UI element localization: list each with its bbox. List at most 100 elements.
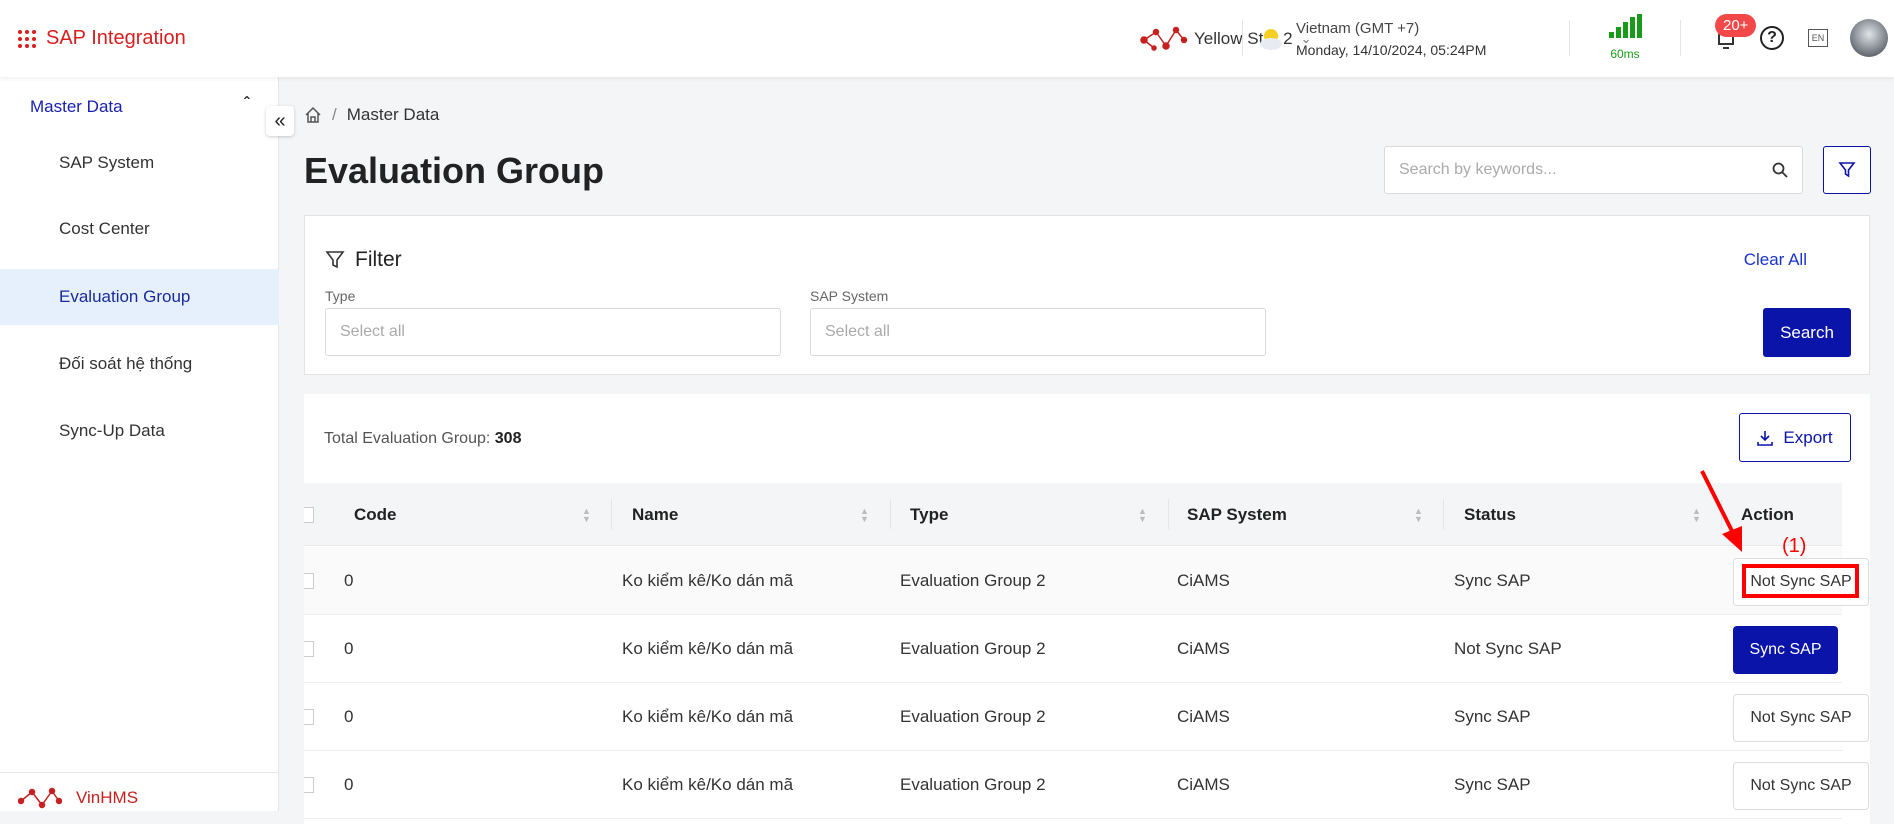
row-checkbox[interactable] <box>304 777 314 793</box>
cell-status: Sync SAP <box>1454 775 1531 794</box>
vinhms-logo-icon <box>18 787 62 809</box>
cell-type: Evaluation Group 2 <box>900 571 1046 590</box>
total-value: 308 <box>494 430 522 447</box>
clear-all-link[interactable]: Clear All <box>1743 250 1807 269</box>
breadcrumb-current[interactable]: Master Data <box>346 105 440 124</box>
filter-toggle-button[interactable] <box>1823 146 1871 194</box>
app-title: SAP Integration <box>46 27 186 49</box>
total-label: Total Evaluation Group: <box>324 430 491 447</box>
column-divider <box>890 499 891 529</box>
divider <box>1242 20 1243 56</box>
cell-type: Evaluation Group 2 <box>900 707 1046 726</box>
cell-sap-system: CiAMS <box>1177 639 1230 658</box>
table-row: 0 Ko kiểm kê/Ko dán mã Evaluation Group … <box>304 615 1842 683</box>
divider <box>1680 20 1681 56</box>
filter-panel: Filter Clear All Type Select all SAP Sys… <box>304 215 1870 375</box>
total-count: Total Evaluation Group: 308 <box>324 430 521 448</box>
weather-clock: Vietnam (GMT +7) Monday, 14/10/2024, 05:… <box>1256 0 1486 77</box>
notification-badge: 20+ <box>1715 14 1757 37</box>
sap-system-label: SAP System <box>810 288 889 304</box>
export-label: Export <box>1783 427 1833 447</box>
export-button[interactable]: Export <box>1739 413 1851 462</box>
type-label: Type <box>325 288 356 304</box>
sidebar-group-master-data[interactable]: Master Data <box>30 97 123 116</box>
search-button[interactable]: Search <box>1763 308 1851 357</box>
search-icon[interactable] <box>1772 162 1788 178</box>
app-brand[interactable]: SAP Integration <box>18 27 186 50</box>
column-header-sap-system[interactable]: SAP System <box>1187 504 1287 524</box>
home-icon[interactable] <box>304 106 322 124</box>
footer-brand: VinHMS <box>18 787 138 809</box>
network-status: 60ms <box>1605 14 1645 61</box>
sort-icon[interactable]: ▲ ▼ <box>1692 506 1701 524</box>
cell-sap-system: CiAMS <box>1177 775 1230 794</box>
cell-name: Ko kiểm kê/Ko dán mã <box>622 707 794 726</box>
collapse-sidebar-button[interactable]: « <box>266 106 294 136</box>
top-header: SAP Integration Yellow Star 2 ⌄ Vietnam … <box>0 0 1894 77</box>
page-title: Evaluation Group <box>304 150 605 191</box>
cell-code: 0 <box>344 707 354 726</box>
not-sync-sap-button[interactable]: Not Sync SAP <box>1733 558 1869 606</box>
sidebar-item-sap-system[interactable]: SAP System <box>59 153 155 172</box>
double-chevron-left-icon: « <box>274 109 286 132</box>
select-all-checkbox[interactable] <box>304 507 314 523</box>
column-header-type[interactable]: Type <box>910 504 949 524</box>
table-row: 0 Ko kiểm kê/Ko dán mã Evaluation Group … <box>304 547 1869 615</box>
filter-icon <box>1838 162 1856 178</box>
hotel-logo-icon <box>1140 26 1188 51</box>
column-header-status[interactable]: Status <box>1464 504 1516 524</box>
column-header-action: Action <box>1741 504 1794 524</box>
sidebar-item-cost-center[interactable]: Cost Center <box>59 219 150 238</box>
cell-name: Ko kiểm kê/Ko dán mã <box>622 639 794 658</box>
cell-status: Sync SAP <box>1454 571 1531 590</box>
not-sync-sap-button[interactable]: Not Sync SAP <box>1733 762 1869 810</box>
cell-status: Sync SAP <box>1454 707 1531 726</box>
type-placeholder: Select all <box>340 323 405 340</box>
datetime: Monday, 14/10/2024, 05:24PM <box>1296 41 1487 58</box>
help-icon[interactable]: ? <box>1760 26 1784 50</box>
chevron-down-icon: ⌄ <box>1300 30 1312 46</box>
app-grid-icon <box>18 29 36 48</box>
cell-code: 0 <box>344 571 354 590</box>
search-input[interactable]: Search by keywords... <box>1384 146 1803 194</box>
row-checkbox[interactable] <box>304 641 314 657</box>
latency: 60ms <box>1610 47 1640 61</box>
footer-brand-name: VinHMS <box>76 788 139 807</box>
sort-icon[interactable]: ▲ ▼ <box>582 506 591 524</box>
download-icon <box>1757 430 1774 446</box>
cell-code: 0 <box>344 775 354 794</box>
column-header-code[interactable]: Code <box>354 504 397 524</box>
filter-title-text: Filter <box>355 248 402 271</box>
cell-name: Ko kiểm kê/Ko dán mã <box>622 775 794 794</box>
sync-sap-button[interactable]: Sync SAP <box>1733 626 1838 674</box>
divider <box>1569 20 1570 56</box>
not-sync-sap-button[interactable]: Not Sync SAP <box>1733 694 1869 742</box>
sidebar-item-evaluation-group[interactable]: Evaluation Group <box>0 269 279 325</box>
type-select[interactable]: Select all <box>325 308 781 356</box>
row-checkbox[interactable] <box>304 573 314 589</box>
column-header-name[interactable]: Name <box>632 504 679 524</box>
sap-system-placeholder: Select all <box>825 323 890 340</box>
table-row: 0 Ko kiểm kê/Ko dán mã Evaluation Group … <box>304 683 1869 751</box>
language-switch[interactable]: EN <box>1808 29 1828 47</box>
notification-button[interactable]: 20+ <box>1710 14 1757 52</box>
cell-name: Ko kiểm kê/Ko dán mã <box>622 571 794 590</box>
sidebar-item-doi-soat[interactable]: Đối soát hệ thống <box>59 354 193 373</box>
timezone: Vietnam (GMT +7) <box>1296 19 1420 37</box>
sidebar-item-sync-up-data[interactable]: Sync-Up Data <box>59 421 165 440</box>
avatar[interactable] <box>1850 19 1888 57</box>
filter-title: Filter <box>325 248 402 272</box>
filter-icon <box>325 251 345 269</box>
chevron-up-icon[interactable]: ˆ <box>244 95 250 112</box>
column-divider <box>611 499 612 529</box>
weather-icon <box>1260 28 1282 50</box>
sort-icon[interactable]: ▲ ▼ <box>1138 506 1147 524</box>
sort-icon[interactable]: ▲ ▼ <box>860 506 869 524</box>
cell-sap-system: CiAMS <box>1177 707 1230 726</box>
sort-icon[interactable]: ▲ ▼ <box>1414 506 1423 524</box>
row-checkbox[interactable] <box>304 709 314 725</box>
sap-system-select[interactable]: Select all <box>810 308 1266 356</box>
column-divider <box>1168 499 1169 529</box>
breadcrumb-separator: / <box>332 105 337 124</box>
sidebar: Master Data ˆ SAP System Cost Center Eva… <box>0 77 279 811</box>
